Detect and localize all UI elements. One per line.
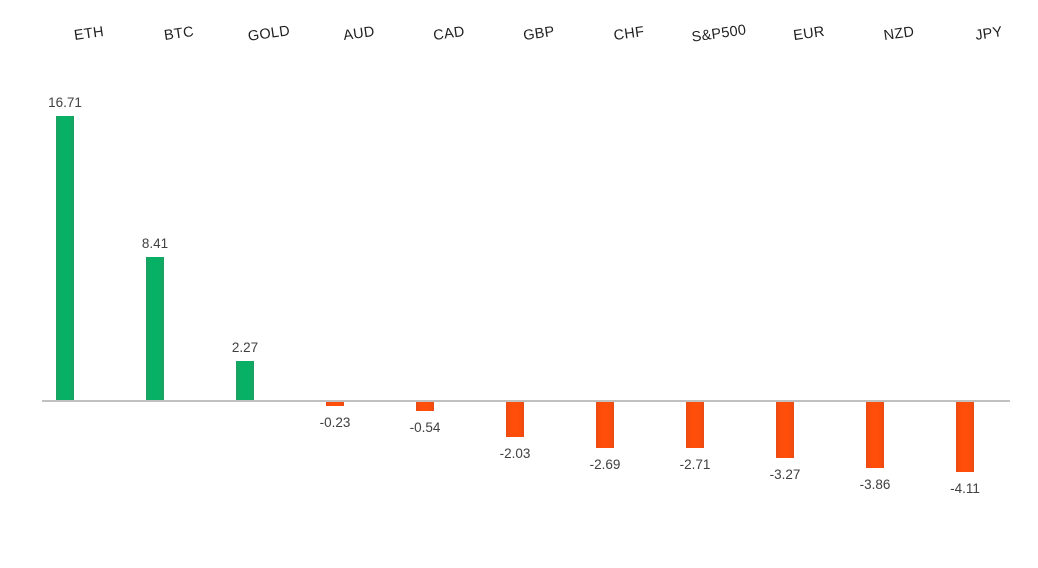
category-label-nzd: NZD [882,23,916,45]
bar-cad [416,402,434,412]
category-label-jpy: JPY [974,24,1004,44]
value-label-sp500: -2.71 [679,457,711,473]
bar-jpy [956,402,974,472]
bar-gbp [506,402,524,437]
category-label-gbp: GBP [522,23,556,45]
value-label-btc: 8.41 [141,236,169,252]
category-label-eth: ETH [73,23,105,45]
zero-axis-line [42,400,1010,402]
value-label-jpy: -4.11 [950,480,980,496]
bar-chf [596,402,614,448]
category-label-chf: CHF [612,23,646,45]
category-label-eur: EUR [792,23,826,45]
category-label-gold: GOLD [246,23,292,45]
value-label-gbp: -2.03 [499,445,531,461]
bar-eth [56,115,74,400]
category-label-btc: BTC [163,23,195,45]
value-label-aud: -0.23 [319,414,351,430]
value-label-gold: 2.27 [231,340,259,356]
bar-btc [146,257,164,400]
value-label-cad: -0.54 [409,420,441,436]
value-label-chf: -2.69 [589,456,621,472]
bar-eur [776,402,794,458]
category-label-cad: CAD [432,23,466,45]
bar-aud [326,402,344,406]
bar-sp500 [686,402,704,449]
category-label-sp500: S&P500 [690,22,748,46]
bar-gold [236,361,254,400]
value-label-eur: -3.27 [769,466,801,482]
value-label-eth: 16.71 [48,94,82,110]
category-label-aud: AUD [342,23,376,45]
bar-nzd [866,402,884,468]
value-label-nzd: -3.86 [859,476,891,492]
